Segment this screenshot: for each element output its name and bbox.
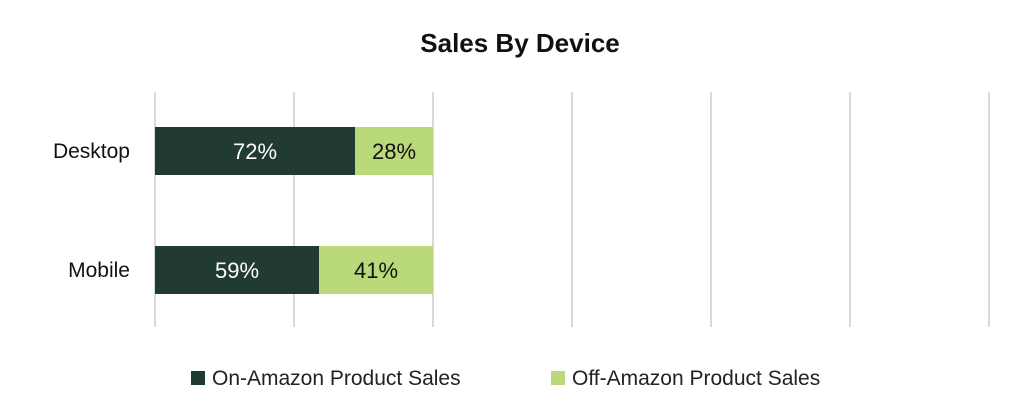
bar-desktop-series-2 bbox=[355, 127, 433, 175]
legend-swatch bbox=[191, 371, 205, 385]
legend-label: Off-Amazon Product Sales bbox=[572, 367, 820, 390]
bar-desktop-series-1 bbox=[155, 127, 356, 175]
bar-mobile-series-2 bbox=[319, 246, 433, 294]
category-label-desktop: Desktop bbox=[53, 140, 130, 163]
data-label: 28% bbox=[372, 139, 416, 164]
chart-title: Sales By Device bbox=[420, 28, 619, 58]
data-label: 41% bbox=[354, 258, 398, 283]
bars: 72% 28% 59% 41% bbox=[155, 127, 433, 294]
legend: On-Amazon Product Sales Off-Amazon Produc… bbox=[191, 367, 820, 390]
category-labels: Desktop Mobile bbox=[53, 140, 130, 282]
data-label: 59% bbox=[215, 258, 259, 283]
legend-swatch bbox=[551, 371, 565, 385]
category-label-mobile: Mobile bbox=[68, 259, 130, 282]
data-label: 72% bbox=[233, 139, 277, 164]
legend-label: On-Amazon Product Sales bbox=[212, 367, 461, 390]
bar-mobile-series-1 bbox=[155, 246, 320, 294]
